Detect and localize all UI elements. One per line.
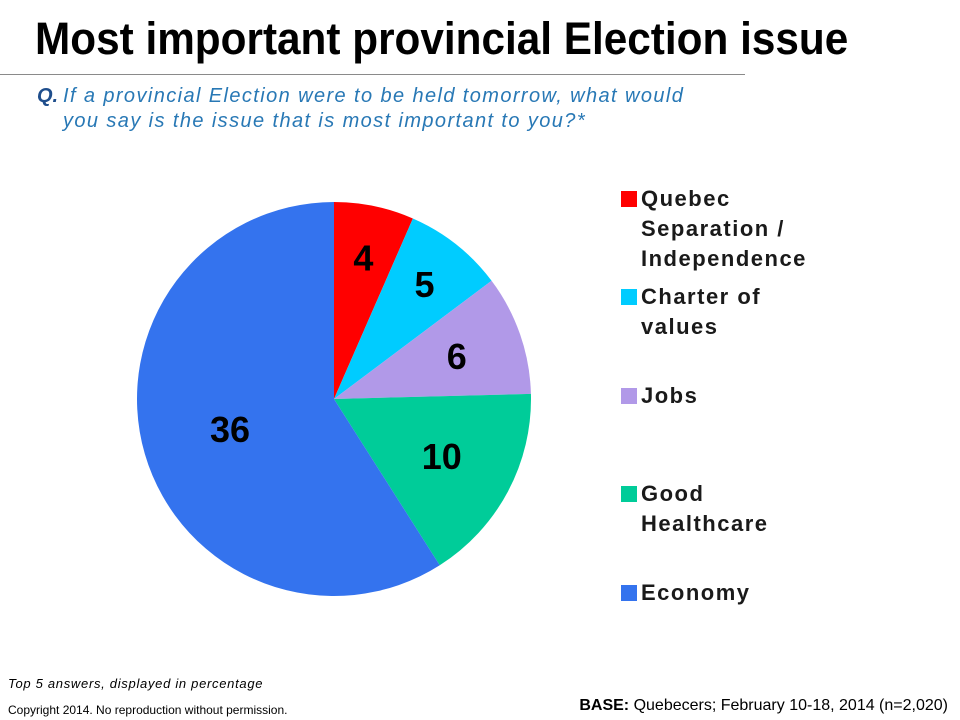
data-label-quebec-separation-independence: 4	[353, 238, 373, 279]
legend-swatch	[621, 486, 637, 502]
question-marker: Q.	[37, 85, 59, 107]
data-label-good-healthcare: 10	[422, 436, 462, 477]
legend-item-economy: Economy	[621, 578, 921, 670]
survey-question: Q. If a provincial Election were to be h…	[0, 84, 760, 136]
title-divider	[0, 74, 745, 75]
legend-swatch	[621, 289, 637, 305]
legend-swatch	[621, 191, 637, 207]
pie-slice-good-healthcare	[334, 393, 531, 566]
base-text: Quebecers; February 10-18, 2014 (n=2,020…	[633, 697, 948, 714]
base-label: BASE:	[579, 697, 630, 714]
legend-label: Good Healthcare	[641, 481, 769, 536]
data-label-economy: 36	[210, 409, 250, 450]
legend-label: Charter of values	[641, 284, 762, 339]
legend-label: Jobs	[641, 383, 699, 408]
pie-slices	[137, 202, 531, 596]
legend-item-good-healthcare: Good Healthcare	[621, 479, 921, 571]
question-line: If a provincial Election were to be held…	[63, 85, 685, 107]
data-label-jobs: 6	[447, 336, 467, 377]
footnote: Top 5 answers, displayed in percentage	[8, 676, 264, 691]
base-note: BASE: Quebecers; February 10-18, 2014 (n…	[579, 696, 948, 715]
copyright-notice: Copyright 2014. No reproduction without …	[8, 703, 288, 717]
legend-swatch	[621, 585, 637, 601]
pie-data-labels: 456 10 36	[210, 238, 467, 477]
legend-item-quebec-separation-independence: Quebec Separation / Independence	[621, 184, 921, 276]
pie-slice-charter-of-values	[334, 218, 492, 399]
pie-slice-economy	[137, 202, 440, 596]
legend-item-jobs: Jobs	[621, 381, 921, 473]
pie-slice-quebec-separation-independence	[334, 202, 413, 399]
legend-label: Economy	[641, 580, 751, 605]
legend-swatch	[621, 388, 637, 404]
data-label-charter-of-values: 5	[414, 264, 434, 305]
question-text: If a provincial Election were to be held…	[63, 84, 684, 134]
page-title: Most important provincial Election issue	[35, 13, 849, 64]
legend-item-charter-of-values: Charter of values	[621, 282, 921, 374]
question-line: you say is the issue that is most import…	[63, 110, 587, 132]
pie-chart: 456 10 36	[137, 202, 531, 596]
legend-label: Quebec Separation / Independence	[641, 186, 807, 271]
chart-legend: Quebec Separation / Independence Charter…	[621, 184, 921, 614]
pie-slice-jobs	[334, 280, 531, 399]
